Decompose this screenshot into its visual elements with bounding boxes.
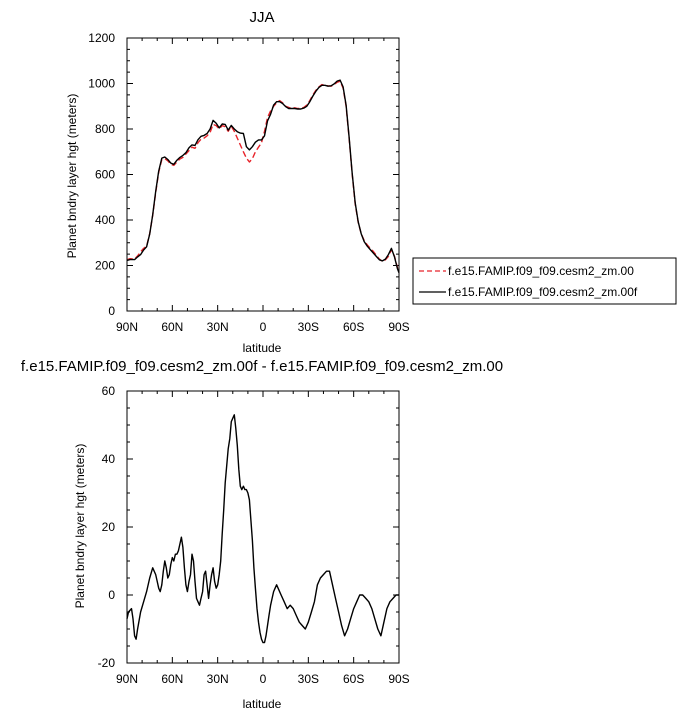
legend-label-series-1: f.e15.FAMIP.f09_f09.cesm2_zm.00 [448, 264, 634, 278]
bottom-xtick-label: 30N [207, 672, 229, 686]
bottom-xtick-label: 0 [260, 672, 267, 686]
bottom-series-lines [126, 414, 399, 644]
bottom-ytick-label: 40 [102, 452, 116, 466]
bottom-chart-title: f.e15.FAMIP.f09_f09.cesm2_zm.00f - f.e15… [21, 358, 503, 375]
top-ytick-label: 400 [95, 213, 115, 227]
bottom-ytick-label: 20 [102, 520, 116, 534]
top-ytick-label: 1000 [88, 77, 115, 91]
top-xtick-label: 30S [298, 320, 319, 334]
top-ytick-label: 600 [95, 168, 115, 182]
top-x-axis-label: latitude [243, 341, 282, 355]
bottom-xtick-label: 60N [161, 672, 183, 686]
legend-label-series-2: f.e15.FAMIP.f09_f09.cesm2_zm.00f [448, 285, 638, 299]
legend: f.e15.FAMIP.f09_f09.cesm2_zm.00 f.e15.FA… [412, 257, 677, 305]
bottom-plot-frame [126, 390, 400, 664]
top-plot-frame [126, 37, 400, 312]
top-series-line-2 [126, 79, 400, 274]
bottom-xtick-label: 90S [388, 672, 409, 686]
top-xtick-label: 90S [388, 320, 409, 334]
bottom-x-axis-label: latitude [243, 697, 282, 711]
top-ytick-label: 1200 [88, 31, 115, 45]
bottom-axis-ticks: 90N 60N 30N 0 30S 60S 90S -20 0 20 40 60 [98, 384, 410, 686]
bottom-y-axis-label: Planet bndry layer hgt (meters) [73, 444, 87, 609]
bottom-xtick-label: 60S [343, 672, 364, 686]
top-xtick-label: 60N [161, 320, 183, 334]
top-axis-ticks: 90N 60N 30N 0 30S 60S 90S 0 200 400 600 800 1000 1200 [88, 31, 409, 334]
bottom-ytick-label: 0 [108, 588, 115, 602]
bottom-xtick-label: 30S [298, 672, 319, 686]
top-panel: JJA Planet bndry layer hgt (meters) lati… [65, 9, 410, 355]
top-ytick-label: 200 [95, 259, 115, 273]
bottom-xtick-label: 90N [116, 672, 138, 686]
top-chart-title: JJA [249, 9, 274, 26]
legend-box [412, 257, 677, 305]
top-xtick-label: 60S [343, 320, 364, 334]
bottom-series-line-1 [126, 414, 399, 644]
top-y-axis-label: Planet bndry layer hgt (meters) [65, 94, 79, 259]
top-ytick-label: 800 [95, 122, 115, 136]
top-series-lines [126, 79, 400, 274]
top-series-line-1 [126, 80, 400, 273]
top-xtick-label: 90N [116, 320, 138, 334]
top-xtick-label: 0 [260, 320, 267, 334]
top-ytick-label: 0 [108, 304, 115, 318]
bottom-ytick-label: 60 [102, 384, 116, 398]
bottom-panel: f.e15.FAMIP.f09_f09.cesm2_zm.00f - f.e15… [21, 358, 503, 711]
bottom-ytick-label: -20 [98, 656, 116, 670]
top-xtick-label: 30N [207, 320, 229, 334]
